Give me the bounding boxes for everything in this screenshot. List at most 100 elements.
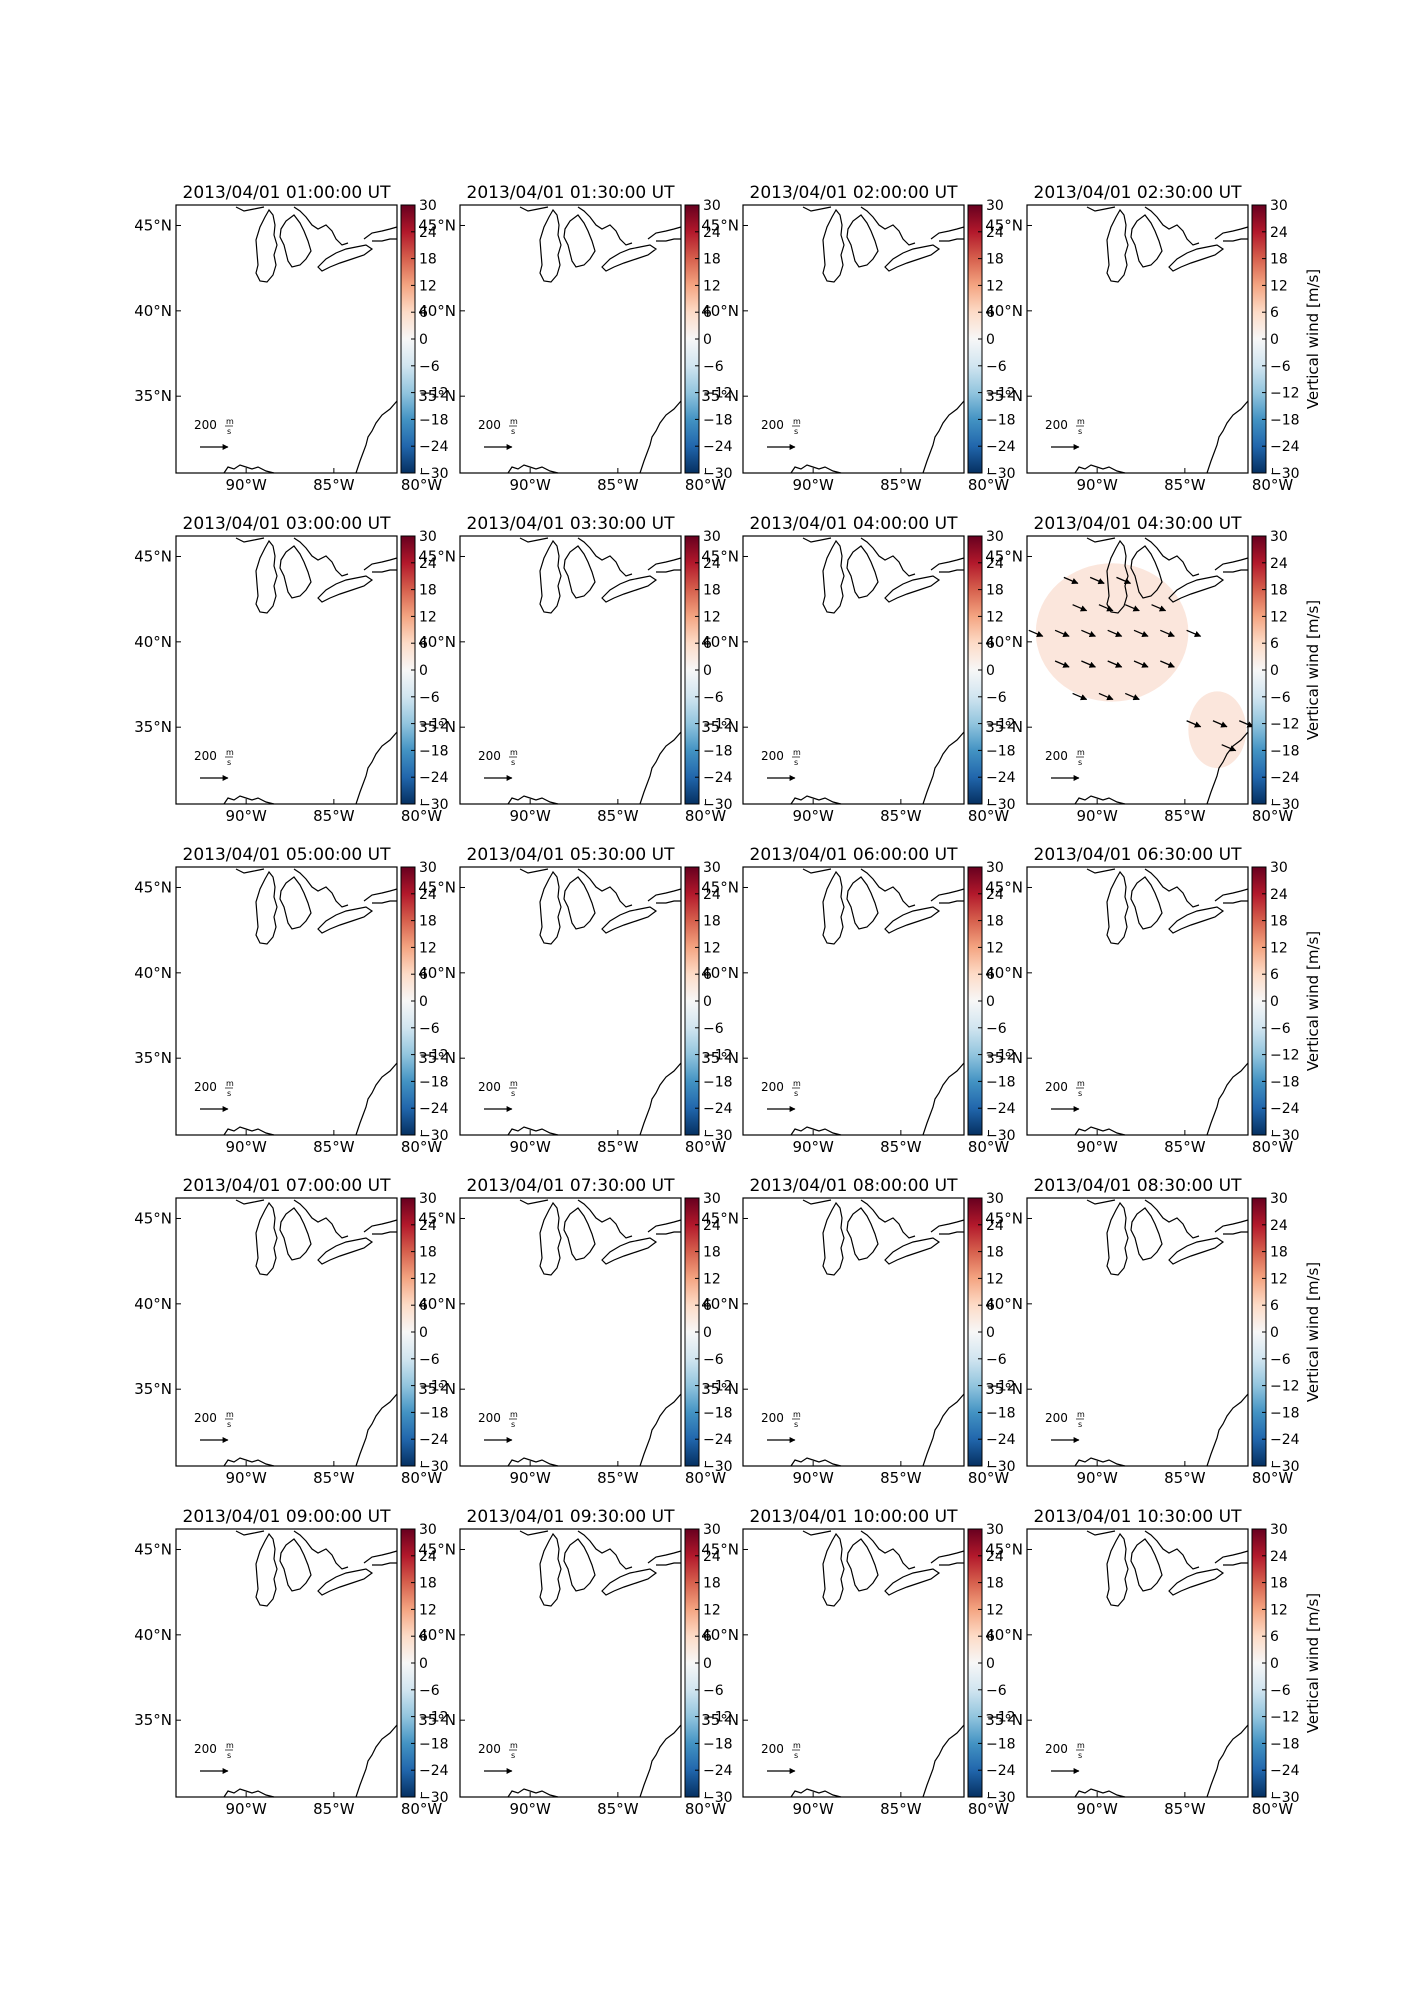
colorbar-tick-label: 30 bbox=[1270, 860, 1288, 876]
lon-tick-label: 90°W bbox=[792, 476, 834, 494]
coastline-segment bbox=[235, 1199, 349, 1239]
lat-tick-label: 35°N bbox=[701, 1711, 739, 1729]
lat-tick-label: 40°N bbox=[985, 1295, 1023, 1313]
quiver-key-unit-numerator: m bbox=[510, 417, 518, 426]
colorbar-tick-label: 24 bbox=[986, 1549, 1004, 1565]
colorbar-tick-label: 6 bbox=[703, 1629, 712, 1645]
colorbar: 30 24 18 12 6 0 −6 −12 −18 −24 −30 bbox=[400, 1522, 449, 1806]
quiver-key-value: 200 bbox=[478, 1080, 501, 1094]
colorbar-tick-label: 18 bbox=[703, 914, 721, 930]
coastline-segment bbox=[647, 226, 682, 242]
map-panel: 2013/04/01 06:00:00 UT 200 ms 45°N 40°N 35°N 9… bbox=[701, 845, 1015, 1156]
coastline-segment bbox=[1206, 400, 1249, 474]
colorbar-tick-label: 6 bbox=[1270, 636, 1279, 652]
quiver-key-value: 200 bbox=[1045, 1080, 1068, 1094]
coastline-segment bbox=[223, 1126, 275, 1136]
quiver-key-unit-numerator: m bbox=[510, 1079, 518, 1088]
lon-tick-label: 80°W bbox=[968, 807, 1010, 825]
colorbar-tick-label: −12 bbox=[1270, 717, 1300, 733]
colorbar-tick-label: −30 bbox=[986, 797, 1016, 813]
quiver-key-unit-denominator: s bbox=[227, 427, 231, 436]
wind-vector bbox=[1098, 604, 1114, 612]
panel-title: 2013/04/01 07:00:00 UT bbox=[183, 1176, 392, 1196]
coastline-segment bbox=[223, 795, 275, 805]
lon-tick-label: 90°W bbox=[225, 807, 267, 825]
coastline bbox=[223, 206, 398, 474]
map-panel: 2013/04/01 01:30:00 UT 200 ms 45°N 40°N 35°N 9… bbox=[418, 183, 732, 494]
colorbar-tick-label: 18 bbox=[1270, 1245, 1288, 1261]
lat-tick-label: 35°N bbox=[418, 718, 456, 736]
colorbar-tick-label: 24 bbox=[419, 225, 437, 241]
colorbar-tick-label: 6 bbox=[986, 1298, 995, 1314]
lon-tick-label: 85°W bbox=[1164, 807, 1206, 825]
colorbar-tick-label: 6 bbox=[1270, 305, 1279, 321]
coastline bbox=[223, 868, 398, 1136]
colorbar-tick-label: −24 bbox=[419, 1101, 449, 1117]
lon-tick-label: 80°W bbox=[1252, 1138, 1294, 1156]
quiver-key-unit-numerator: m bbox=[226, 748, 234, 757]
colorbar-tick-label: −18 bbox=[419, 1405, 449, 1421]
panel-title: 2013/04/01 07:30:00 UT bbox=[467, 1176, 676, 1196]
lat-tick-label: 45°N bbox=[985, 1209, 1023, 1227]
coastline-segment bbox=[363, 226, 398, 242]
quiver-key-unit-numerator: m bbox=[1077, 1079, 1085, 1088]
colorbar-tick-label: 0 bbox=[986, 663, 995, 679]
colorbar-tick-label: −18 bbox=[703, 1405, 733, 1421]
quiver-key-unit-numerator: m bbox=[226, 1741, 234, 1750]
quiver-key-unit-numerator: m bbox=[793, 1410, 801, 1419]
colorbar-tick-label: −18 bbox=[419, 743, 449, 759]
map-frame bbox=[175, 1197, 398, 1467]
coastline-segment bbox=[601, 575, 658, 603]
colorbar-tick-label: −12 bbox=[703, 717, 733, 733]
map-frame bbox=[742, 535, 965, 805]
wind-vector bbox=[1221, 744, 1237, 752]
colorbar: 30 24 18 12 6 0 −6 −12 −18 −24 −30 bbox=[400, 198, 449, 482]
colorbar-tick-label: −12 bbox=[703, 1048, 733, 1064]
quiver-key-value: 200 bbox=[478, 749, 501, 763]
colorbar-tick-label: 30 bbox=[1270, 529, 1288, 545]
lon-tick-label: 80°W bbox=[685, 476, 727, 494]
quiver-key: 200 ms bbox=[194, 748, 234, 781]
coastline-segment bbox=[563, 214, 596, 268]
colorbar-tick-label: 24 bbox=[419, 1218, 437, 1234]
lon-tick-label: 90°W bbox=[1076, 1469, 1118, 1487]
lon-tick-label: 85°W bbox=[1164, 1138, 1206, 1156]
coastline bbox=[1074, 537, 1249, 805]
quiver-key-value: 200 bbox=[478, 1742, 501, 1756]
coastline-segment bbox=[355, 1062, 398, 1136]
colorbar-tick-label: −6 bbox=[986, 359, 1007, 375]
coastline-segment bbox=[539, 539, 562, 614]
map-frame bbox=[742, 204, 965, 474]
lat-tick-label: 45°N bbox=[134, 216, 172, 234]
colorbar-label: Vertical wind [m/s] bbox=[1304, 1593, 1322, 1733]
map-frame bbox=[1026, 866, 1249, 1136]
coastline-segment bbox=[802, 1530, 916, 1570]
coastline-segment bbox=[317, 244, 374, 272]
quiver-key-unit-denominator: s bbox=[1078, 1420, 1082, 1429]
coastline-segment bbox=[802, 1199, 916, 1239]
lat-tick-label: 40°N bbox=[418, 302, 456, 320]
colorbar-tick-label: 0 bbox=[986, 1325, 995, 1341]
lon-tick-label: 85°W bbox=[597, 1469, 639, 1487]
lon-tick-label: 80°W bbox=[968, 1800, 1010, 1818]
map-panel: 2013/04/01 03:30:00 UT 200 ms 45°N 40°N 35°N 9… bbox=[418, 514, 732, 825]
coastline bbox=[790, 868, 965, 1136]
quiver-key-value: 200 bbox=[194, 1080, 217, 1094]
colorbar-tick-label: 6 bbox=[419, 1629, 428, 1645]
coastline-segment bbox=[223, 1457, 275, 1467]
lon-tick-label: 90°W bbox=[1076, 1138, 1118, 1156]
lat-tick-label: 35°N bbox=[418, 387, 456, 405]
quiver-key-unit-denominator: s bbox=[1078, 1751, 1082, 1760]
wind-vector bbox=[1186, 629, 1202, 637]
wind-vector bbox=[1063, 576, 1079, 585]
quiver-key-unit-numerator: m bbox=[510, 1410, 518, 1419]
panel-title: 2013/04/01 02:00:00 UT bbox=[750, 183, 959, 203]
wind-vector bbox=[1133, 629, 1149, 637]
panel-title: 2013/04/01 01:30:00 UT bbox=[467, 183, 676, 203]
colorbar-tick-label: 24 bbox=[986, 887, 1004, 903]
colorbar-tick-label: −18 bbox=[1270, 743, 1300, 759]
colorbar-tick-label: 12 bbox=[1270, 940, 1288, 956]
quiver-key-value: 200 bbox=[761, 1080, 784, 1094]
colorbar-tick-label: 12 bbox=[986, 1602, 1004, 1618]
lon-tick-label: 90°W bbox=[792, 1469, 834, 1487]
